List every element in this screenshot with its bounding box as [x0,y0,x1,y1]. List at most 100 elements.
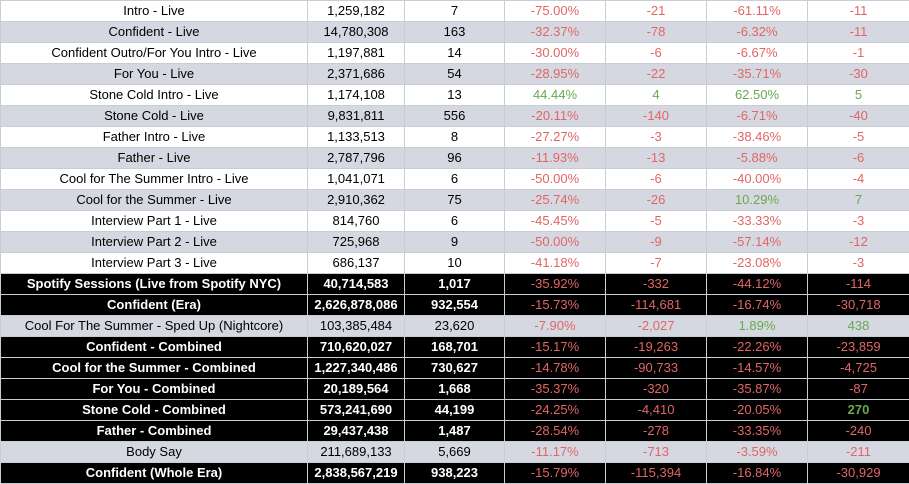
table-row: Body Say 211,689,133 5,669 -11.17% -713 -3.59… [0,441,909,463]
track-name-cell: Interview Part 2 - Live [0,231,308,253]
track-name-cell: For You - Live [0,63,308,85]
daily-streams-cell: 163 [404,21,505,43]
table-row: Interview Part 1 - Live 814,760 6 -45.45% -5… [0,210,909,232]
table-row: Intro - Live 1,259,182 7 -75.00% -21 -61.11% -… [0,0,909,22]
change-pct-cell: -15.79% [504,462,606,484]
change-pct-cell: -35.37% [504,378,606,400]
change-pct-cell: -15.73% [504,294,606,316]
track-name-cell: Interview Part 3 - Live [0,252,308,274]
weekly-change-pct-cell: -38.46% [706,126,808,148]
table-row: Confident - Live 14,780,308 163 -32.37% -78-… [0,21,909,43]
change-abs-cell: -78 [605,21,707,43]
weekly-change-abs-cell: -114 [807,273,909,295]
total-streams-cell: 1,041,071 [307,168,405,190]
change-abs-cell: -278 [605,420,707,442]
change-abs-cell: -6 [605,42,707,64]
change-pct-cell: -45.45% [504,210,606,232]
daily-streams-cell: 932,554 [404,294,505,316]
weekly-change-pct-cell: -20.05% [706,399,808,421]
table-row: Father Intro - Live 1,133,513 8 -27.27% -3 -3… [0,126,909,148]
daily-streams-cell: 6 [404,168,505,190]
daily-streams-cell: 1,017 [404,273,505,295]
table-row: Father - Live 2,787,796 96 -11.93% -13 -5.88%… [0,147,909,169]
weekly-change-pct-cell: -5.88% [706,147,808,169]
table-row: Confident (Whole Era) 2,838,567,219 938,22… [0,462,909,484]
change-abs-cell: -6 [605,168,707,190]
table-row: Cool For The Summer - Sped Up (Nightcore… [0,315,909,337]
weekly-change-abs-cell: -12 [807,231,909,253]
weekly-change-pct-cell: 10.29% [706,189,808,211]
change-pct-cell: -75.00% [504,0,606,22]
change-pct-cell: -20.11% [504,105,606,127]
change-abs-cell: -21 [605,0,707,22]
weekly-change-abs-cell: 7 [807,189,909,211]
total-streams-cell: 2,910,362 [307,189,405,211]
total-streams-cell: 2,838,567,219 [307,462,405,484]
change-pct-cell: -7.90% [504,315,606,337]
change-pct-cell: 44.44% [504,84,606,106]
weekly-change-pct-cell: -16.74% [706,294,808,316]
weekly-change-pct-cell: -35.71% [706,63,808,85]
change-abs-cell: -13 [605,147,707,169]
daily-streams-cell: 938,223 [404,462,505,484]
change-pct-cell: -28.95% [504,63,606,85]
change-abs-cell: -7 [605,252,707,274]
change-abs-cell: -19,263 [605,336,707,358]
total-streams-cell: 40,714,583 [307,273,405,295]
change-pct-cell: -14.78% [504,357,606,379]
weekly-change-abs-cell: -87 [807,378,909,400]
weekly-change-pct-cell: -33.33% [706,210,808,232]
change-abs-cell: -9 [605,231,707,253]
table-row: Cool for The Summer Intro - Live 1,041,07… [0,168,909,190]
total-streams-cell: 2,787,796 [307,147,405,169]
weekly-change-abs-cell: -6 [807,147,909,169]
track-name-cell: Stone Cold Intro - Live [0,84,308,106]
change-abs-cell: -332 [605,273,707,295]
daily-streams-cell: 7 [404,0,505,22]
change-pct-cell: -11.17% [504,441,606,463]
weekly-change-abs-cell: 5 [807,84,909,106]
change-abs-cell: -320 [605,378,707,400]
daily-streams-cell: 9 [404,231,505,253]
daily-streams-cell: 23,620 [404,315,505,337]
daily-streams-cell: 556 [404,105,505,127]
track-name-cell: Father Intro - Live [0,126,308,148]
weekly-change-pct-cell: -35.87% [706,378,808,400]
change-abs-cell: -114,681 [605,294,707,316]
change-pct-cell: -15.17% [504,336,606,358]
table-row: Stone Cold - Combined 573,241,690 44,199 -2… [0,399,909,421]
table-row: Confident - Combined 710,620,027 168,701 -1… [0,336,909,358]
table-row: Cool for the Summer - Combined 1,227,340,… [0,357,909,379]
weekly-change-pct-cell: -6.32% [706,21,808,43]
track-name-cell: Body Say [0,441,308,463]
total-streams-cell: 686,137 [307,252,405,274]
track-name-cell: Confident Outro/For You Intro - Live [0,42,308,64]
table-row: Spotify Sessions (Live from Spotify NYC)… [0,273,909,295]
track-name-cell: Intro - Live [0,0,308,22]
change-abs-cell: -2,027 [605,315,707,337]
total-streams-cell: 9,831,811 [307,105,405,127]
total-streams-cell: 710,620,027 [307,336,405,358]
daily-streams-cell: 168,701 [404,336,505,358]
weekly-change-abs-cell: -11 [807,21,909,43]
track-name-cell: Confident (Era) [0,294,308,316]
weekly-change-abs-cell: -1 [807,42,909,64]
weekly-change-pct-cell: -33.35% [706,420,808,442]
weekly-change-abs-cell: -211 [807,441,909,463]
total-streams-cell: 814,760 [307,210,405,232]
weekly-change-abs-cell: 270 [807,399,909,421]
weekly-change-abs-cell: -4 [807,168,909,190]
track-name-cell: For You - Combined [0,378,308,400]
track-name-cell: Cool for the Summer - Live [0,189,308,211]
track-name-cell: Cool For The Summer - Sped Up (Nightcore… [0,315,308,337]
change-abs-cell: -5 [605,210,707,232]
weekly-change-abs-cell: -30,929 [807,462,909,484]
total-streams-cell: 211,689,133 [307,441,405,463]
weekly-change-pct-cell: -6.67% [706,42,808,64]
total-streams-cell: 1,133,513 [307,126,405,148]
track-name-cell: Stone Cold - Live [0,105,308,127]
daily-streams-cell: 730,627 [404,357,505,379]
table-row: Interview Part 2 - Live 725,968 9 -50.00% -9… [0,231,909,253]
table-row: Confident (Era) 2,626,878,086 932,554 -15.7… [0,294,909,316]
daily-streams-cell: 96 [404,147,505,169]
